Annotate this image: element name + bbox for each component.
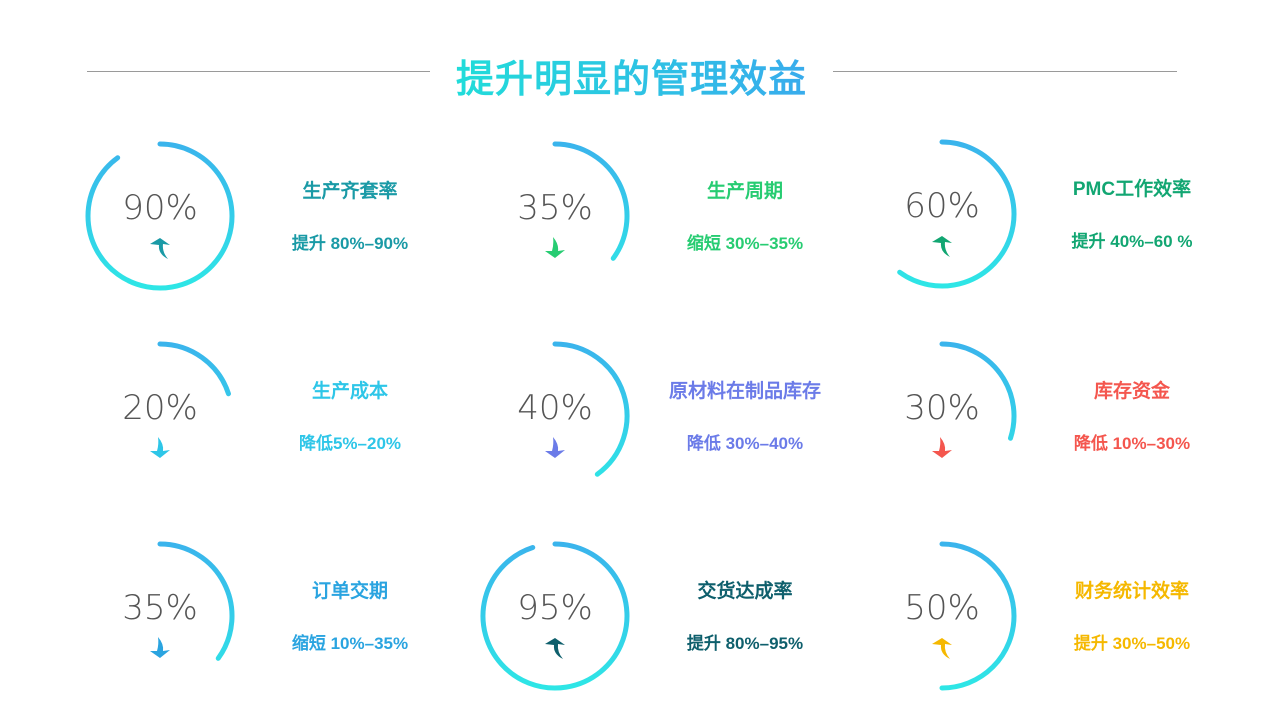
- metric-card: 30% 库存资金 降低 10%–30%: [862, 336, 1242, 506]
- metric-change: 提升 30%–50%: [1073, 634, 1191, 653]
- progress-ring: [552, 341, 630, 477]
- percent-value: 95%: [517, 588, 593, 628]
- progress-arc: [552, 341, 630, 477]
- metric-card: 50% 财务统计效率 提升 30%–50%: [862, 536, 1242, 706]
- progress-arc: [939, 341, 1017, 441]
- metric-label: PMC工作效率: [1072, 179, 1192, 200]
- progress-arc: [157, 341, 231, 397]
- metric-card: 35% 生产周期 缩短 30%–35%: [475, 136, 855, 306]
- progress-ring: [157, 341, 231, 397]
- percent-value: 40%: [517, 388, 593, 428]
- arrow-down-icon: [932, 437, 952, 458]
- progress-arc: [85, 141, 235, 291]
- metric-change: 缩短 10%–35%: [291, 634, 409, 653]
- progress-ring: [939, 341, 1017, 441]
- metric-card: 90% 生产齐套率 提升 80%–90%: [80, 136, 460, 306]
- progress-arc: [157, 541, 235, 661]
- percent-value: 35%: [517, 188, 593, 228]
- percent-value: 60%: [904, 186, 980, 226]
- metric-change: 缩短 30%–35%: [686, 234, 804, 253]
- metric-card: 35% 订单交期 缩短 10%–35%: [80, 536, 460, 706]
- arrow-down-icon: [545, 437, 565, 458]
- progress-arc: [939, 541, 1017, 691]
- percent-value: 20%: [122, 388, 198, 428]
- title-divider-right: [833, 71, 1177, 72]
- metric-label: 订单交期: [311, 581, 388, 602]
- metric-label: 库存资金: [1093, 381, 1170, 402]
- progress-ring: [480, 541, 630, 691]
- progress-ring: [552, 141, 630, 261]
- metric-change: 降低 10%–30%: [1073, 434, 1191, 453]
- progress-arc: [897, 139, 1017, 289]
- percent-value: 50%: [904, 588, 980, 628]
- metric-change: 提升 80%–95%: [686, 634, 804, 653]
- progress-arc: [480, 541, 630, 691]
- percent-value: 90%: [122, 188, 198, 228]
- arrow-up-icon: [932, 638, 952, 659]
- metric-change: 降低5%–20%: [298, 434, 402, 453]
- page-title: 提升明显的管理效益: [430, 48, 833, 103]
- metric-label: 财务统计效率: [1074, 581, 1189, 602]
- metric-label: 生产齐套率: [302, 181, 398, 202]
- arrow-down-icon: [150, 437, 170, 458]
- metric-change: 提升 40%–60 %: [1071, 232, 1193, 251]
- arrow-down-icon: [150, 637, 170, 658]
- metric-change: 降低 30%–40%: [686, 434, 804, 453]
- arrow-up-icon: [150, 238, 170, 259]
- metric-card: 40% 原材料在制品库存 降低 30%–40%: [475, 336, 855, 506]
- progress-ring: [157, 541, 235, 661]
- metric-card: 60% PMC工作效率 提升 40%–60 %: [862, 134, 1242, 304]
- title-divider-left: [87, 71, 430, 72]
- metric-card: 20% 生产成本 降低5%–20%: [80, 336, 460, 506]
- percent-value: 30%: [904, 388, 980, 428]
- metric-label: 原材料在制品库存: [668, 381, 821, 402]
- percent-value: 35%: [122, 588, 198, 628]
- metric-change: 提升 80%–90%: [291, 234, 409, 253]
- progress-ring: [939, 541, 1017, 691]
- progress-ring: [85, 141, 235, 291]
- metric-card: 95% 交货达成率 提升 80%–95%: [475, 536, 855, 706]
- arrow-down-icon: [545, 237, 565, 258]
- progress-arc: [552, 141, 630, 261]
- progress-ring: [897, 139, 1017, 289]
- arrow-up-icon: [932, 236, 952, 257]
- metric-label: 生产成本: [311, 381, 388, 402]
- arrow-up-icon: [545, 638, 565, 659]
- metric-label: 交货达成率: [697, 581, 793, 602]
- metric-label: 生产周期: [706, 181, 783, 202]
